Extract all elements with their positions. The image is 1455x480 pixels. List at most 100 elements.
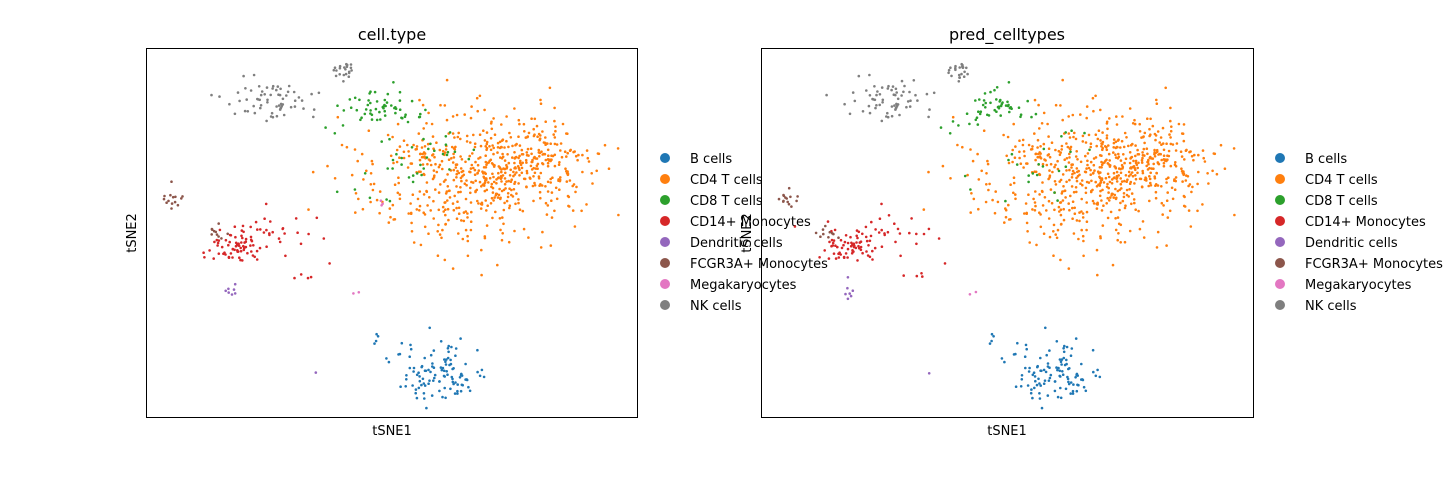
data-point [1027, 370, 1031, 373]
data-point [412, 370, 415, 373]
data-point [1053, 208, 1056, 212]
data-point [1050, 201, 1054, 205]
data-point [1184, 179, 1188, 182]
data-point [553, 209, 556, 213]
data-point [420, 173, 423, 177]
data-point [466, 239, 470, 243]
data-point [446, 207, 450, 211]
data-point [271, 87, 274, 90]
data-point [1047, 153, 1051, 156]
data-point [1121, 167, 1124, 170]
legend-label: CD14+ Monocytes [690, 215, 811, 230]
data-point [1018, 139, 1021, 142]
data-point [275, 105, 278, 108]
data-point [984, 200, 988, 204]
data-point [443, 104, 447, 107]
data-point [498, 166, 502, 169]
data-point [260, 90, 264, 93]
data-point [561, 122, 565, 126]
data-point [1211, 169, 1214, 173]
data-point [459, 190, 462, 194]
data-point [468, 389, 472, 393]
data-point [555, 143, 559, 146]
data-point [471, 181, 475, 184]
legend-marker [660, 237, 670, 247]
data-point [386, 167, 390, 170]
data-point [1060, 363, 1063, 366]
data-point [464, 197, 468, 201]
data-point [1056, 167, 1060, 171]
data-point [496, 176, 500, 180]
data-point [279, 87, 282, 91]
data-point [1075, 167, 1079, 170]
data-point [1040, 406, 1044, 410]
data-point [1059, 201, 1062, 204]
data-point [960, 72, 963, 76]
data-point [1193, 153, 1196, 157]
data-point [954, 64, 957, 68]
data-point [422, 382, 426, 385]
data-point [982, 99, 986, 102]
data-point [546, 190, 550, 193]
data-point [423, 155, 426, 158]
data-point [484, 179, 487, 182]
data-point [1036, 146, 1039, 149]
data-point [474, 179, 478, 183]
data-point [1033, 170, 1036, 173]
data-point [1039, 384, 1042, 387]
data-point [1042, 368, 1046, 372]
data-point [489, 148, 493, 152]
data-point [446, 173, 449, 176]
data-point [1080, 179, 1084, 182]
data-point [844, 292, 847, 296]
data-point [518, 174, 521, 177]
data-point [1017, 106, 1021, 109]
data-point [1125, 188, 1129, 192]
data-point [1014, 197, 1017, 201]
data-point [987, 114, 991, 117]
legend-marker [1275, 216, 1285, 226]
data-point [212, 229, 216, 233]
data-point [315, 216, 319, 220]
data-point [995, 110, 998, 113]
data-point [1012, 122, 1015, 126]
data-point [899, 254, 902, 258]
data-point [571, 209, 575, 212]
data-point [451, 380, 455, 384]
data-point [421, 163, 425, 166]
data-point [1067, 202, 1070, 205]
data-point [834, 257, 838, 260]
data-point [1181, 180, 1184, 183]
data-point [1167, 149, 1171, 153]
data-point [1101, 224, 1105, 227]
data-point [275, 114, 279, 118]
data-point [1133, 182, 1136, 185]
data-point [250, 250, 253, 253]
data-point [986, 162, 990, 166]
data-point [427, 232, 430, 235]
data-point [1025, 211, 1028, 215]
data-point [485, 142, 489, 146]
data-point [170, 180, 173, 183]
data-point [1108, 180, 1112, 184]
data-point [894, 87, 898, 91]
data-point [258, 246, 262, 250]
data-point [908, 231, 911, 235]
data-point [415, 172, 419, 175]
data-point [234, 235, 237, 239]
data-point [423, 397, 426, 400]
data-point [1119, 177, 1122, 180]
data-point [429, 209, 433, 212]
data-point [1138, 130, 1142, 133]
data-point [498, 187, 501, 191]
data-point [468, 170, 471, 174]
data-point [986, 159, 989, 163]
data-point [1110, 182, 1114, 185]
data-point [549, 142, 552, 145]
data-point [1085, 210, 1089, 214]
data-point [509, 168, 512, 172]
data-point [1169, 142, 1173, 146]
data-point [513, 229, 516, 233]
data-point [469, 201, 473, 204]
data-point [1037, 163, 1040, 166]
